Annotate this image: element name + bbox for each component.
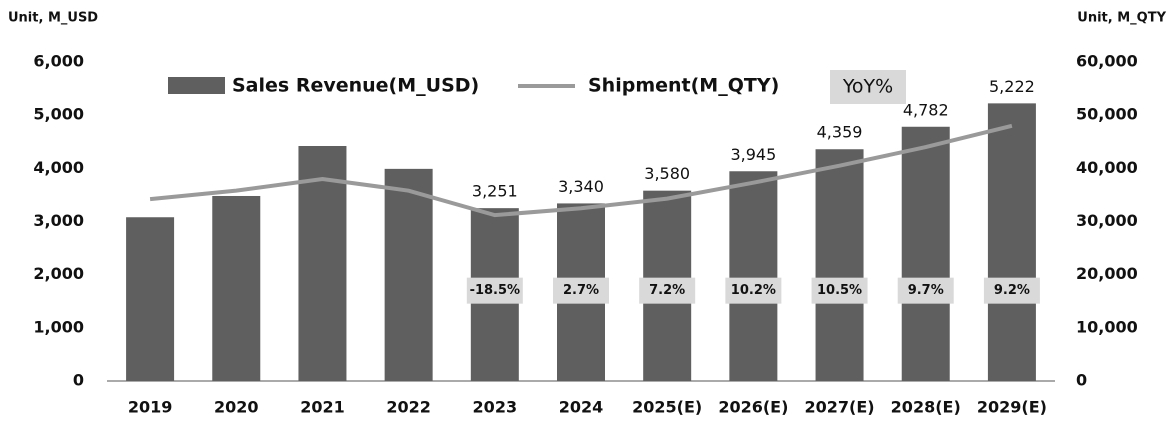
data-label: 3,251 xyxy=(472,182,518,201)
y-tick-label: 4,000 xyxy=(33,158,84,177)
y2-tick-label: 30,000 xyxy=(1076,211,1138,230)
bar xyxy=(298,146,347,381)
x-tick-label: 2020 xyxy=(214,398,259,417)
yoy-label: 7.2% xyxy=(649,283,685,298)
bar xyxy=(212,195,261,381)
x-tick-label: 2022 xyxy=(386,398,431,417)
y-tick-label: 2,000 xyxy=(33,264,84,283)
yoy-label: 2.7% xyxy=(563,283,599,298)
y2-tick-label: 60,000 xyxy=(1076,52,1138,71)
bar xyxy=(987,103,1036,381)
x-tick-label: 2028(E) xyxy=(891,398,961,417)
yoy-box xyxy=(553,277,609,304)
yoy-box xyxy=(983,277,1040,304)
yoy-label: 9.2% xyxy=(994,283,1030,298)
yoy-box xyxy=(639,277,696,304)
y2-tick-label: 40,000 xyxy=(1076,158,1138,177)
yoy-box xyxy=(725,277,782,304)
yoy-box xyxy=(897,277,954,304)
y2-axis-label: Unit, M_QTY xyxy=(1077,11,1166,26)
data-label: 4,359 xyxy=(817,123,863,142)
data-label: 5,222 xyxy=(989,77,1035,96)
y-tick-label: 1,000 xyxy=(33,317,84,336)
y-tick-label: 3,000 xyxy=(33,211,84,230)
yoy-label: 10.5% xyxy=(817,283,862,298)
yoy-label: 9.7% xyxy=(908,283,944,298)
legend-swatch xyxy=(168,77,225,94)
legend-label: Shipment(M_QTY) xyxy=(588,75,779,97)
x-tick-label: 2026(E) xyxy=(718,398,788,417)
y-tick-label: 6,000 xyxy=(33,52,84,71)
x-tick-label: 2027(E) xyxy=(804,398,874,417)
yoy-label: -18.5% xyxy=(470,283,521,298)
x-tick-label: 2029(E) xyxy=(977,398,1047,417)
yoy-label: 10.2% xyxy=(731,283,776,298)
line xyxy=(149,123,1013,218)
data-label: 4,782 xyxy=(903,100,949,119)
y-tick-label: 5,000 xyxy=(33,105,84,124)
x-tick-label: 2023 xyxy=(473,398,518,417)
bar xyxy=(815,149,864,381)
legend-label: YoY% xyxy=(842,76,893,98)
y2-tick-label: 10,000 xyxy=(1076,317,1138,336)
x-tick-label: 2025(E) xyxy=(632,398,702,417)
y2-tick-label: 20,000 xyxy=(1076,264,1138,283)
bar xyxy=(901,126,950,382)
bar xyxy=(729,171,778,381)
y2-tick-label: 50,000 xyxy=(1076,105,1138,124)
x-tick-label: 2019 xyxy=(128,398,173,417)
yoy-box xyxy=(466,277,523,304)
legend-swatch xyxy=(830,70,906,104)
yoy-box xyxy=(811,277,868,304)
bar xyxy=(126,217,175,381)
y-axis-label: Unit, M_USD xyxy=(8,11,98,26)
data-label: 3,945 xyxy=(730,145,776,164)
data-label: 3,580 xyxy=(644,164,690,183)
x-tick-label: 2021 xyxy=(300,398,345,417)
data-label: 3,340 xyxy=(558,177,604,196)
bar xyxy=(384,168,433,381)
y-tick-label: 0 xyxy=(73,371,84,390)
x-tick-label: 2024 xyxy=(559,398,604,417)
y2-tick-label: 0 xyxy=(1076,371,1087,390)
legend-label: Sales Revenue(M_USD) xyxy=(232,75,479,97)
